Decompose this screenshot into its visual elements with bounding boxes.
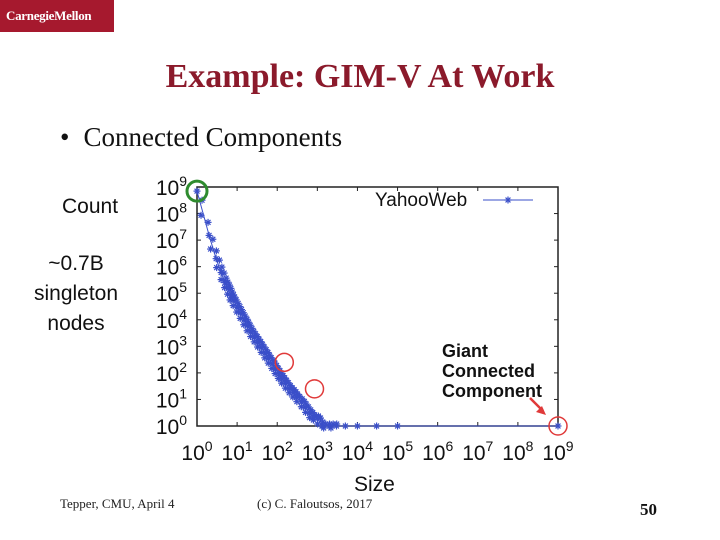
data-point xyxy=(257,348,265,356)
legend-marker xyxy=(504,196,512,204)
x-tick-label: 107 xyxy=(462,438,493,465)
giant-component-label: Component xyxy=(442,381,542,401)
x-tick-label: 102 xyxy=(262,438,293,465)
data-point xyxy=(264,359,272,367)
data-point xyxy=(221,284,229,292)
highlight-circle-2 xyxy=(304,379,325,399)
singleton-highlight-circle xyxy=(185,179,209,203)
data-point xyxy=(554,422,562,430)
y-tick-label: 102 xyxy=(156,359,187,386)
data-point xyxy=(207,245,215,253)
data-point xyxy=(213,264,221,272)
data-point xyxy=(245,318,253,326)
x-tick-label: 105 xyxy=(382,438,413,465)
data-point xyxy=(197,211,205,219)
y-tick-label: 108 xyxy=(156,200,187,227)
y-tick-label: 109 xyxy=(156,173,187,200)
x-tick-label: 108 xyxy=(502,438,533,465)
data-point xyxy=(261,354,269,362)
data-point xyxy=(271,370,279,378)
bullet-text: Connected Components xyxy=(83,122,343,152)
footer-center: (c) C. Faloutsos, 2017 xyxy=(257,496,373,511)
data-point xyxy=(278,379,286,387)
giant-component-label: Connected xyxy=(442,361,535,381)
bullet-dot: • xyxy=(60,122,70,152)
data-point xyxy=(394,422,402,430)
data-point xyxy=(320,424,328,432)
annotation-arrowhead xyxy=(536,406,546,415)
data-point xyxy=(218,263,226,271)
data-point xyxy=(297,403,305,411)
y-tick-label: 103 xyxy=(156,332,187,359)
x-tick-label: 106 xyxy=(422,438,453,465)
slide-title: Example: GIM-V At Work xyxy=(165,58,555,95)
data-point xyxy=(254,343,262,351)
singleton-note: ~0.7B singleton nodes xyxy=(33,252,119,335)
bullet-connected-components: • Connected Components xyxy=(60,122,342,153)
data-point xyxy=(281,384,289,392)
y-tick-label: 106 xyxy=(156,253,187,280)
data-point xyxy=(240,321,248,329)
x-tick-label: 103 xyxy=(302,438,333,465)
highlight-circle-1 xyxy=(274,352,295,373)
y-tick-label: 101 xyxy=(156,385,187,412)
data-point xyxy=(215,256,223,264)
data-point xyxy=(264,349,272,357)
y-tick-label: 100 xyxy=(156,412,187,439)
x-tick-label: 100 xyxy=(181,438,212,465)
footer-left: Tepper, CMU, April 4 xyxy=(60,496,175,511)
y-tick-label: 104 xyxy=(156,306,187,333)
data-point xyxy=(293,398,301,406)
data-point xyxy=(236,314,244,322)
y-tick-label: 107 xyxy=(156,226,187,253)
data-point xyxy=(268,364,276,372)
page-number: 50 xyxy=(640,500,657,519)
x-tick-label: 101 xyxy=(222,438,253,465)
data-point xyxy=(233,308,241,316)
giant-component-circle xyxy=(548,416,568,436)
data-point xyxy=(302,408,310,416)
data-point xyxy=(327,424,335,432)
data-point xyxy=(204,218,212,226)
data-point xyxy=(243,327,251,335)
data-point xyxy=(250,338,258,346)
data-point xyxy=(212,247,220,255)
giant-component-label: Giant xyxy=(442,341,488,361)
count-label: Count xyxy=(62,195,119,218)
data-point xyxy=(333,420,341,428)
data-point xyxy=(373,422,381,430)
x-tick-label: 104 xyxy=(342,438,373,465)
data-point xyxy=(309,416,317,424)
data-point xyxy=(247,333,255,341)
legend-label: YahooWeb xyxy=(375,190,467,211)
data-point xyxy=(209,235,217,243)
data-point xyxy=(224,290,232,298)
data-point xyxy=(289,393,297,401)
data-point xyxy=(341,422,349,430)
data-point xyxy=(226,296,234,304)
y-tick-label: 105 xyxy=(156,279,187,306)
data-point xyxy=(274,374,282,382)
data-point xyxy=(353,422,361,430)
data-point xyxy=(193,187,201,195)
data-point xyxy=(255,335,263,343)
data-point xyxy=(306,414,314,422)
x-tick-label: 109 xyxy=(542,438,573,465)
cmu-logo: CarnegieMellon xyxy=(0,0,114,32)
size-label: Size xyxy=(354,473,395,496)
